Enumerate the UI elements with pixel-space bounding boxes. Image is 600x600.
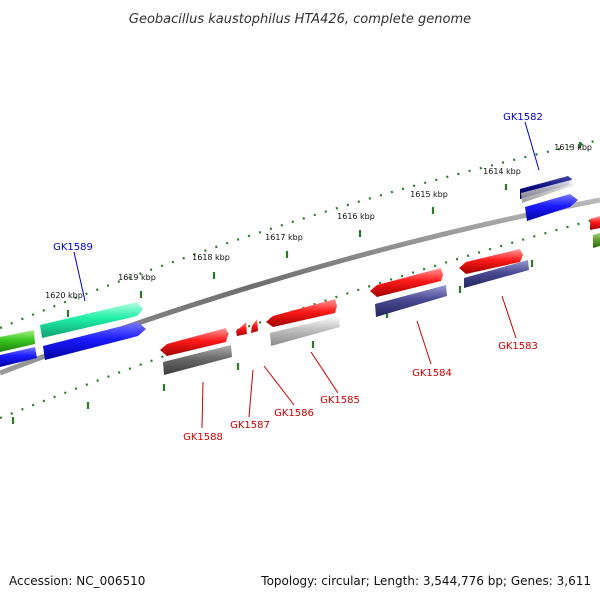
gene-gk1584-arrow[interactable] [370,268,443,297]
gene-gk1589-arrow[interactable] [40,302,143,338]
kbp-label: 1616 kbp [337,212,375,221]
length-value: 3,544,776 bp [422,574,503,588]
gene-red-edge[interactable] [590,216,600,230]
gene-gk1588-shadow [163,345,232,375]
gene-label-gk1589[interactable]: GK1589 [53,242,93,253]
genes-label: Genes: [510,574,553,588]
gene-gk1583-arrow[interactable] [459,249,523,274]
gene-label-gk1584[interactable]: GK1584 [412,368,452,379]
kbp-label: 1613 kbp [554,143,592,152]
accession-footer: Accession: NC_006510 [9,574,145,588]
gene-olive-edge[interactable] [593,233,600,248]
accession-value: NC_006510 [76,574,146,588]
gene-gk1582-shadow [521,180,574,203]
kbp-label: 1614 kbp [483,167,521,176]
kbp-label: 1617 kbp [265,233,303,242]
kbp-label: 1618 kbp [192,253,230,262]
gene-gk1583-shadow [464,260,529,288]
gene-label-gk1588[interactable]: GK1588 [183,432,223,443]
topology-label: Topology: [261,574,318,588]
kbp-major-ticks [66,142,582,317]
kbp-label: 1620 kbp [45,291,83,300]
gene-blue-edge[interactable] [0,347,37,367]
gene-label-gk1583[interactable]: GK1583 [498,341,538,352]
gene-gk1585-arrow[interactable] [266,299,337,327]
gene-gk1586-arrow[interactable] [251,319,258,333]
gene-label-gk1582[interactable]: GK1582 [503,112,543,123]
kbp-label: 1619 kbp [118,273,156,282]
label-leaders [73,121,540,429]
gene-gk1584-shadow [375,285,447,317]
genes-count: 3,611 [556,574,591,588]
gene-green-edge[interactable] [0,330,35,352]
topology-value: circular [321,574,366,588]
gene-gk1585-shadow [270,316,340,346]
gene-gk1588-arrow[interactable] [160,328,228,356]
gene-gk1587-arrow[interactable] [236,322,247,336]
gene-blue-arrow-1613[interactable] [525,194,578,221]
gene-label-gk1586[interactable]: GK1586 [274,408,314,419]
accession-label: Accession: [9,574,73,588]
length-label: Length: [373,574,420,588]
genome-stats-footer: Topology: circular; Length: 3,544,776 bp… [261,574,591,588]
gene-label-gk1585[interactable]: GK1585 [320,395,360,406]
map-title: Geobacillus kaustophilus HTA426, complet… [129,12,471,27]
gene-label-gk1587[interactable]: GK1587 [230,420,270,431]
kbp-label: 1615 kbp [410,190,448,199]
gene-blue-arrow-1620[interactable] [43,322,146,360]
